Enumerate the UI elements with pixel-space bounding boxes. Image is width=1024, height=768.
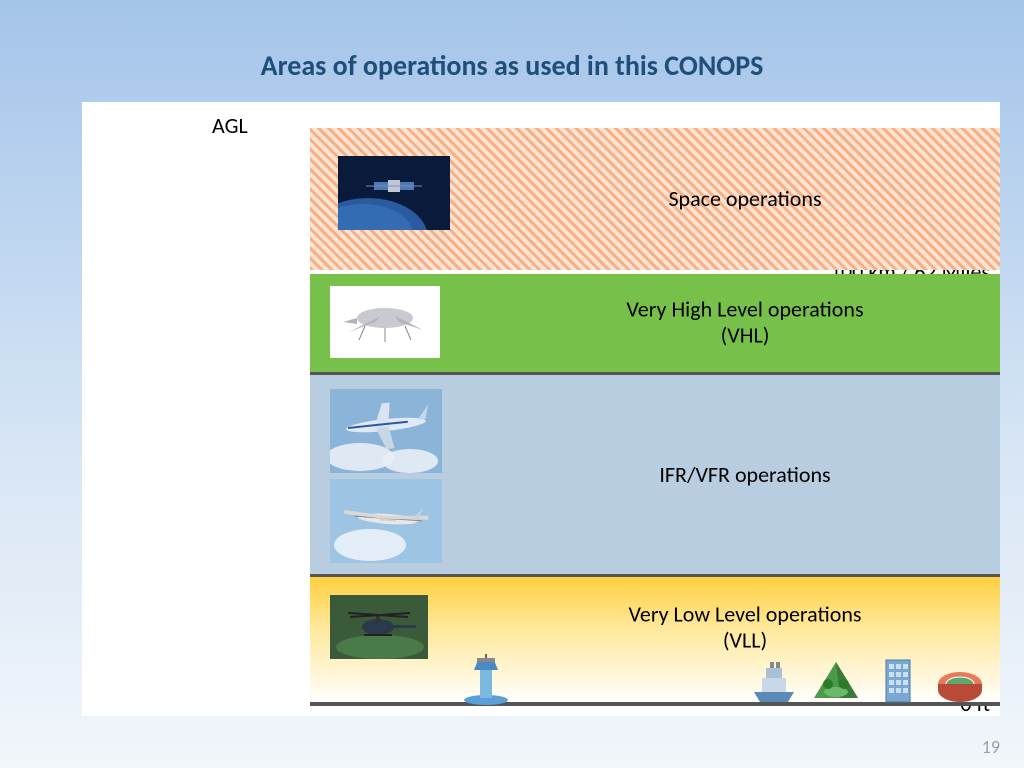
layer-vhl: Very High Level operations (VHL) [310, 274, 1000, 372]
park-icon [810, 654, 862, 706]
stadium-icon [934, 654, 986, 706]
layer-space-label: Space operations [530, 186, 960, 212]
layer-vhl-label-line2: (VHL) [721, 322, 770, 349]
ship-icon [748, 654, 800, 706]
satellite-image [338, 156, 450, 230]
boundary-dashed-100km [310, 267, 1000, 273]
layer-vll-label-line2: (VLL) [723, 627, 767, 654]
helicopter-image [330, 595, 428, 659]
layer-ifrvfr-label: IFR/VFR operations [530, 461, 960, 487]
ground-icons-row [310, 656, 1000, 706]
axis-label-agl: AGL [212, 112, 248, 139]
small-plane-image [330, 479, 442, 563]
slide-title: Areas of operations as used in this CONO… [0, 48, 1024, 83]
altitude-chart: AGL 100 km / 62 Miles FL 600 500 ft 0 ft… [82, 102, 1000, 716]
layer-space: Space operations [310, 128, 1000, 270]
vhl-vehicle-image [330, 286, 440, 358]
control-tower-icon [460, 654, 512, 706]
layer-ifrvfr: IFR/VFR operations [310, 372, 1000, 574]
layer-vll-label-line1: Very Low Level operations [629, 600, 862, 627]
building-icon [872, 654, 924, 706]
layer-vhl-label-line1: Very High Level operations [626, 296, 863, 323]
airliner-image [330, 389, 442, 473]
layer-vhl-label: Very High Level operations (VHL) [530, 297, 960, 350]
page-number: 19 [982, 736, 1000, 758]
layer-vll-label: Very Low Level operations (VLL) [530, 601, 960, 654]
